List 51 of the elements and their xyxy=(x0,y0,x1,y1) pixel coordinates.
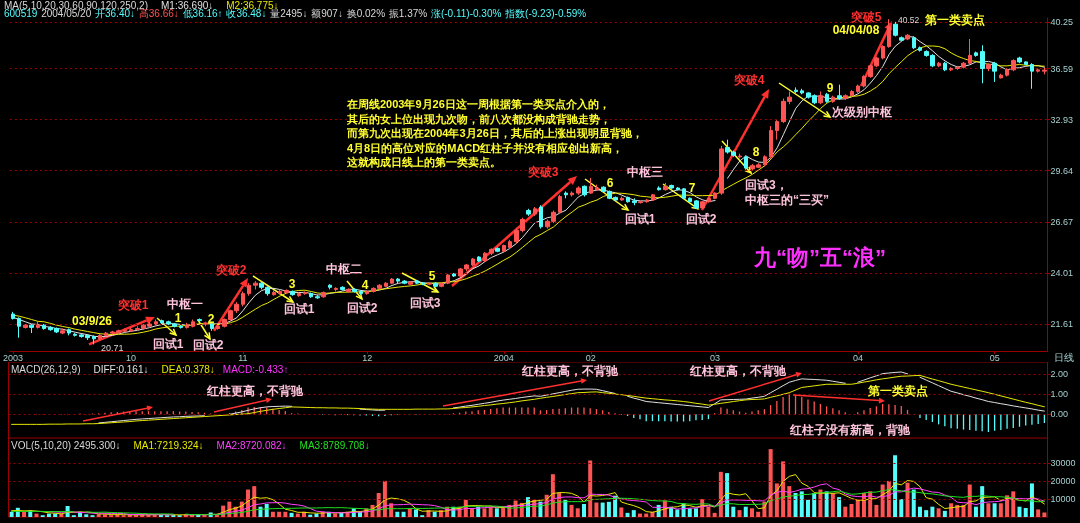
annotation: 突破2 xyxy=(214,263,247,277)
annotation: 回试1 xyxy=(624,212,656,226)
y-tick-label: 36.59 xyxy=(1050,63,1074,74)
annotation: 次级别中枢 xyxy=(832,105,892,119)
y-tick-label: 29.64 xyxy=(1050,165,1074,176)
annotation: 突破5 xyxy=(849,10,882,24)
text: MA2:8720.082↓ xyxy=(216,439,287,451)
text: MA3:8789.708↓ xyxy=(299,439,370,451)
annotation: 九“吻”五“浪” xyxy=(753,244,886,270)
x-tick-label: 03 xyxy=(710,352,721,363)
y-tick-label: 24.01 xyxy=(1050,267,1074,278)
annotation: 20.71 xyxy=(101,343,124,353)
x-tick-label: 05 xyxy=(989,352,1000,363)
annotation: 回试3 xyxy=(409,296,441,310)
annotation: 8 xyxy=(752,145,760,159)
y-tick-label: 26.67 xyxy=(1050,216,1074,227)
annotation: 回试2 xyxy=(685,212,717,226)
x-tick-label: 2004 xyxy=(493,352,514,363)
annotation: 突破4 xyxy=(732,73,765,87)
x-tick-label: 12 xyxy=(362,352,373,363)
annotation: 中枢三 xyxy=(627,165,663,179)
x-tick-label: 11 xyxy=(238,352,248,363)
y-tick-label: 10000 xyxy=(1050,493,1076,504)
annotation: 40.52 xyxy=(898,15,920,25)
annotation: 2 xyxy=(207,312,215,326)
x-tick-label: 2003 xyxy=(2,352,24,363)
annotation: 中枢二 xyxy=(326,262,362,276)
y-tick-label: 40.25 xyxy=(1050,17,1074,28)
annotation: 第一类卖点 xyxy=(924,13,985,27)
y-tick-label: 32.93 xyxy=(1050,114,1074,125)
annotation: 1 xyxy=(174,311,182,325)
chart-title: VOL(5,10,20) 2495.300↓ xyxy=(11,439,121,451)
x-tick-label: 04 xyxy=(852,352,864,363)
y-tick-label: 30000 xyxy=(1050,457,1076,468)
y-tick-label: 21.61 xyxy=(1050,318,1074,329)
x-tick-label: 02 xyxy=(585,352,596,363)
x-tick-label: 10 xyxy=(126,352,137,363)
annotation: 4 xyxy=(361,278,369,292)
annotation: 04/04/08 xyxy=(832,23,880,37)
text: 日线 xyxy=(1054,351,1074,363)
annotation: 03/9/26 xyxy=(71,314,113,328)
annotation: 回试1 xyxy=(283,302,315,316)
annotation: 回试2 xyxy=(192,338,224,352)
annotation: 9 xyxy=(826,81,834,95)
annotation: 回试3，中枢三的“三买” xyxy=(745,177,829,208)
annotation: 突破1 xyxy=(116,298,149,312)
annotation: 中枢一 xyxy=(167,297,203,311)
annotation: 回试2 xyxy=(346,301,378,315)
annotation: 回试1 xyxy=(152,337,184,351)
y-tick-label: 20000 xyxy=(1050,475,1076,486)
text: MA1:7219.324↓ xyxy=(133,439,204,451)
